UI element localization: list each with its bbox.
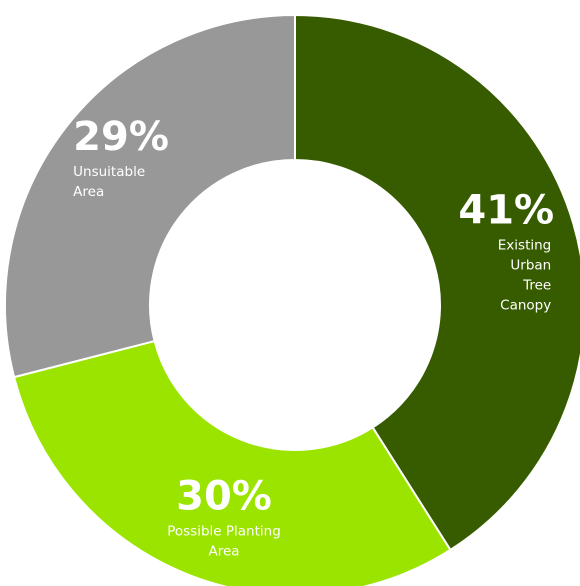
percent-label-possible-planting-area: 30% bbox=[176, 474, 272, 520]
category-label-existing-urban-tree-canopy: Urban bbox=[510, 258, 551, 274]
category-label-existing-urban-tree-canopy: Existing bbox=[498, 238, 551, 254]
slice-unsuitable-area bbox=[4, 13, 296, 379]
category-label-existing-urban-tree-canopy: Canopy bbox=[500, 298, 551, 314]
category-label-unsuitable-area: Area bbox=[73, 184, 104, 200]
percent-label-existing-urban-tree-canopy: 41% bbox=[458, 188, 554, 234]
slice-existing-urban-tree-canopy bbox=[294, 13, 580, 552]
category-label-possible-planting-area: Possible Planting bbox=[167, 524, 281, 540]
percent-label-unsuitable-area: 29% bbox=[73, 114, 169, 160]
slice-possible-planting-area bbox=[12, 339, 452, 586]
category-label-unsuitable-area: Unsuitable bbox=[73, 164, 145, 180]
category-label-possible-planting-area: Area bbox=[208, 544, 239, 560]
category-label-existing-urban-tree-canopy: Tree bbox=[522, 278, 551, 294]
